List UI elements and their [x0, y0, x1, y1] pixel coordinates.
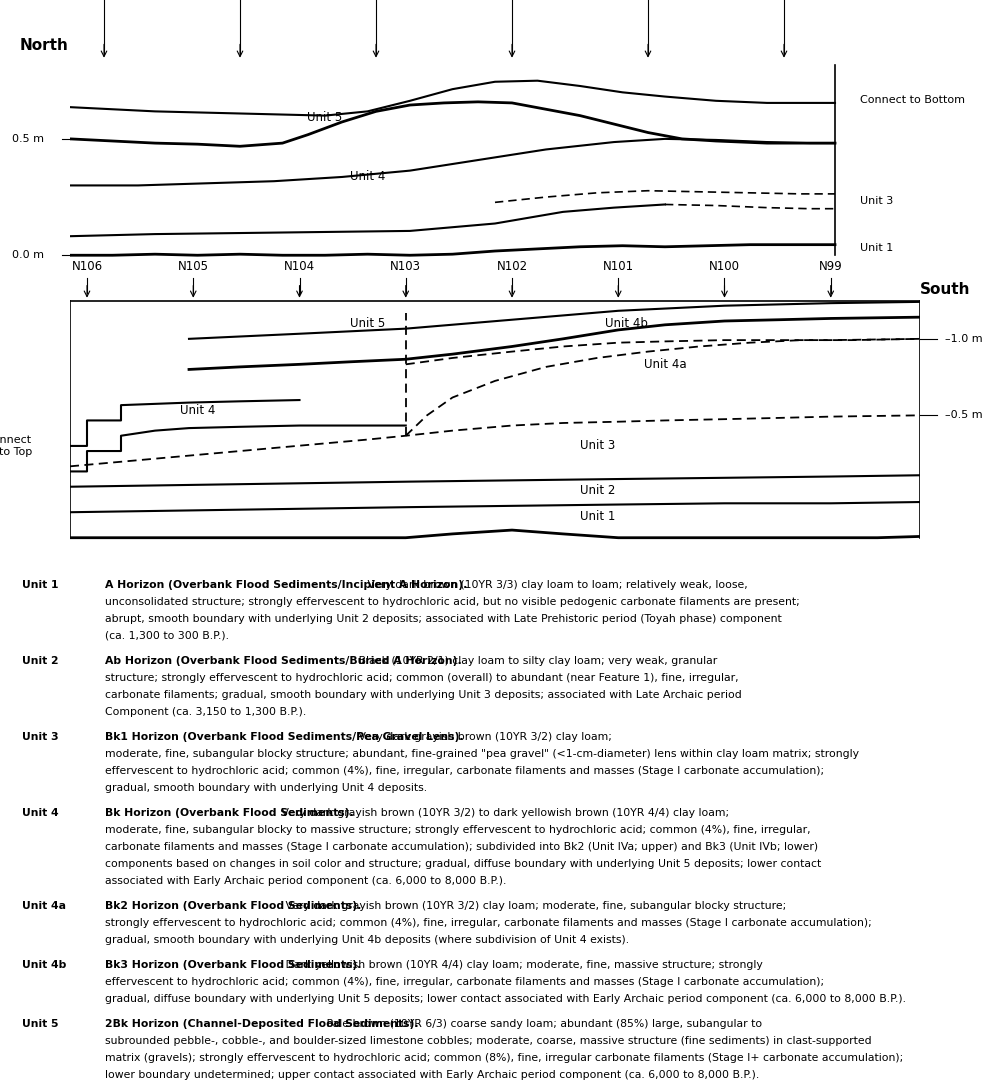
Text: Unit 4a: Unit 4a	[644, 358, 686, 371]
Text: N105: N105	[178, 259, 209, 272]
Text: N99: N99	[819, 259, 843, 272]
Text: Unit 4: Unit 4	[350, 170, 385, 183]
Text: Black (10YR 2/1) clay loam to silty clay loam; very weak, granular: Black (10YR 2/1) clay loam to silty clay…	[355, 656, 718, 666]
Text: subrounded pebble-, cobble-, and boulder-sized limestone cobbles; moderate, coar: subrounded pebble-, cobble-, and boulder…	[105, 1036, 872, 1046]
Text: –1.0 m: –1.0 m	[945, 334, 983, 344]
Text: lower boundary undetermined; upper contact associated with Early Archaic period : lower boundary undetermined; upper conta…	[105, 1070, 759, 1080]
Text: moderate, fine, subangular blocky to massive structure; strongly effervescent to: moderate, fine, subangular blocky to mas…	[105, 825, 811, 835]
Text: Unit 1: Unit 1	[22, 580, 58, 590]
Text: N100: N100	[709, 259, 740, 272]
Text: N106: N106	[71, 259, 103, 272]
Text: components based on changes in soil color and structure; gradual, diffuse bounda: components based on changes in soil colo…	[105, 859, 821, 869]
Text: gradual, smooth boundary with underlying Unit 4b deposits (where subdivision of : gradual, smooth boundary with underlying…	[105, 934, 629, 945]
Text: Bk1 Horizon (Overbank Flood Sediments/Pea Gravel Lens).: Bk1 Horizon (Overbank Flood Sediments/Pe…	[105, 732, 464, 742]
Text: N104: N104	[284, 259, 315, 272]
Text: Very dark grayish brown (10YR 3/2) clay loam;: Very dark grayish brown (10YR 3/2) clay …	[355, 732, 612, 742]
Text: N103: N103	[390, 259, 421, 272]
Text: Component (ca. 3,150 to 1,300 B.P.).: Component (ca. 3,150 to 1,300 B.P.).	[105, 707, 306, 717]
Text: Ab Horizon (Overbank Flood Sediments/Buried A Horizon).: Ab Horizon (Overbank Flood Sediments/Bur…	[105, 656, 462, 666]
Text: Unit 5: Unit 5	[350, 317, 385, 330]
Text: Unit 4b: Unit 4b	[605, 317, 648, 330]
Text: –0.5 m: –0.5 m	[945, 410, 983, 420]
Text: (ca. 1,300 to 300 B.P.).: (ca. 1,300 to 300 B.P.).	[105, 630, 229, 641]
Text: 0.0 m: 0.0 m	[12, 251, 44, 260]
Text: carbonate filaments; gradual, smooth boundary with underlying Unit 3 deposits; a: carbonate filaments; gradual, smooth bou…	[105, 690, 742, 700]
Text: Unit 2: Unit 2	[22, 656, 59, 666]
Text: 0.5 m: 0.5 m	[12, 133, 44, 144]
Text: associated with Early Archaic period component (ca. 6,000 to 8,000 B.P.).: associated with Early Archaic period com…	[105, 876, 506, 885]
Text: abrupt, smooth boundary with underlying Unit 2 deposits; associated with Late Pr: abrupt, smooth boundary with underlying …	[105, 614, 782, 624]
Text: Connect to Bottom: Connect to Bottom	[860, 94, 965, 104]
Text: South: South	[920, 282, 970, 297]
Text: Pale brown (10YR 6/3) coarse sandy loam; abundant (85%) large, subangular to: Pale brown (10YR 6/3) coarse sandy loam;…	[323, 1020, 763, 1030]
Text: matrix (gravels); strongly effervescent to hydrochloric acid; common (8%), fine,: matrix (gravels); strongly effervescent …	[105, 1052, 903, 1063]
Text: N102: N102	[496, 259, 528, 272]
Text: Very dark grayish brown (10YR 3/2) clay loam; moderate, fine, subangular blocky : Very dark grayish brown (10YR 3/2) clay …	[282, 901, 787, 911]
Text: Unit 3: Unit 3	[860, 196, 894, 206]
Text: Unit 5: Unit 5	[22, 1020, 58, 1030]
Text: Unit 3: Unit 3	[22, 732, 59, 742]
Text: Unit 1: Unit 1	[860, 243, 894, 253]
Text: Very dark grayish brown (10YR 3/2) to dark yellowish brown (10YR 4/4) clay loam;: Very dark grayish brown (10YR 3/2) to da…	[278, 808, 729, 818]
Text: structure; strongly effervescent to hydrochloric acid; common (overall) to abund: structure; strongly effervescent to hydr…	[105, 673, 739, 684]
Text: Unit 4: Unit 4	[22, 808, 59, 818]
Text: N101: N101	[603, 259, 634, 272]
Text: strongly effervescent to hydrochloric acid; common (4%), fine, irregular, carbon: strongly effervescent to hydrochloric ac…	[105, 918, 872, 928]
Text: Unit 4a: Unit 4a	[22, 901, 66, 911]
Text: Unit 3: Unit 3	[580, 439, 615, 452]
Text: effervescent to hydrochloric acid; common (4%), fine, irregular, carbonate filam: effervescent to hydrochloric acid; commo…	[105, 976, 824, 987]
Text: Very dark brown (10YR 3/3) clay loam to loam; relatively weak, loose,: Very dark brown (10YR 3/3) clay loam to …	[364, 580, 748, 590]
Text: Unit 1: Unit 1	[580, 510, 615, 523]
Text: A Horizon (Overbank Flood Sediments/Incipient A Horizon).: A Horizon (Overbank Flood Sediments/Inci…	[105, 580, 467, 590]
Text: Unit 4b: Unit 4b	[22, 960, 66, 970]
Text: 2Bk Horizon (Channel-Deposited Flood Sediments).: 2Bk Horizon (Channel-Deposited Flood Sed…	[105, 1020, 419, 1030]
Text: Connect
to Top: Connect to Top	[0, 435, 32, 457]
Text: effervescent to hydrochloric acid; common (4%), fine, irregular, carbonate filam: effervescent to hydrochloric acid; commo…	[105, 766, 824, 776]
Text: Unit 5: Unit 5	[307, 112, 343, 124]
Text: gradual, diffuse boundary with underlying Unit 5 deposits; lower contact associa: gradual, diffuse boundary with underlyin…	[105, 994, 906, 1004]
Text: Unit 4: Unit 4	[180, 404, 215, 417]
Text: Bk2 Horizon (Overbank Flood Sediments).: Bk2 Horizon (Overbank Flood Sediments).	[105, 901, 361, 911]
Text: North: North	[20, 38, 69, 53]
Text: gradual, smooth boundary with underlying Unit 4 deposits.: gradual, smooth boundary with underlying…	[105, 783, 427, 793]
Text: Bk3 Horizon (Overbank Flood Sediments).: Bk3 Horizon (Overbank Flood Sediments).	[105, 960, 361, 970]
Text: unconsolidated structure; strongly effervescent to hydrochloric acid, but no vis: unconsolidated structure; strongly effer…	[105, 597, 800, 608]
Text: moderate, fine, subangular blocky structure; abundant, fine-grained "pea gravel": moderate, fine, subangular blocky struct…	[105, 749, 859, 760]
Text: Dark yellowish brown (10YR 4/4) clay loam; moderate, fine, massive structure; st: Dark yellowish brown (10YR 4/4) clay loa…	[282, 960, 763, 970]
Text: Unit 2: Unit 2	[580, 484, 615, 497]
Text: carbonate filaments and masses (Stage I carbonate accumulation); subdivided into: carbonate filaments and masses (Stage I …	[105, 842, 818, 852]
Text: Bk Horizon (Overbank Flood Sediments).: Bk Horizon (Overbank Flood Sediments).	[105, 808, 354, 818]
